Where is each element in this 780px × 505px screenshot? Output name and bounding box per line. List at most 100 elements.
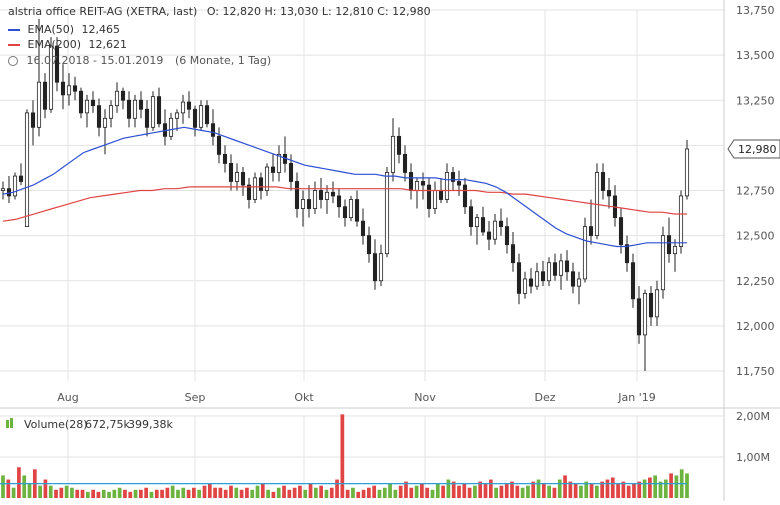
volume-bar [54,489,58,498]
volume-bar [520,487,525,498]
volume-bar [96,491,101,498]
volume-bar [541,483,546,498]
volume-bar [80,489,85,498]
candle-body [210,123,216,137]
candle-body [36,81,42,128]
last-price-label: 12,980 [738,143,777,156]
volume-bar [85,491,90,498]
candle-body [180,101,186,114]
volume-bar [610,477,615,498]
volume-bar [48,485,53,498]
volume-tick-label: 1,00M [736,451,770,464]
volume-bar [563,475,567,498]
volume-bar [526,485,530,498]
candle-body [414,181,420,191]
candle-body [420,181,426,186]
volume-bar [473,485,477,498]
candle-body [366,235,372,255]
candle-body [582,226,588,280]
ema200-swatch [8,44,20,46]
candle-body [150,96,156,128]
candle-body [528,278,534,287]
candle-body [684,148,690,197]
candle-body [462,184,468,208]
volume-bar [245,487,249,498]
candle-body [42,81,48,110]
volume-bar [356,491,361,498]
volume-bar [255,485,260,498]
volume-bar [579,485,583,498]
volume-bar [17,467,21,498]
volume-bar [70,487,74,498]
volume-bar [420,483,424,498]
candle-body [336,195,342,208]
candle-body [642,292,648,336]
ema200-value: 12,621 [88,38,128,51]
candle-body [306,199,312,209]
volume-bar [653,475,658,498]
candle-body [156,96,162,125]
volume-bar [435,483,440,498]
candle-body [444,172,450,200]
volume-bar [536,479,541,498]
volume-bar [531,481,536,498]
ohlc-readout: O: 12,820 H: 13,030 L: 12,810 C: 12,980 [206,5,431,18]
candle-body [402,153,408,173]
volume-bar [276,487,281,498]
date-tick-label: Okt [294,391,314,404]
candle-body [606,190,612,197]
candle-body [480,217,486,233]
candle-body [516,262,522,294]
ema50-value: 12,465 [81,23,121,36]
volume-value-2: 399,38k [128,418,173,431]
candle-body [258,177,264,191]
candle-body [240,172,246,186]
volume-bar [589,483,594,498]
volume-bar [393,489,398,498]
volume-bar [637,481,642,498]
volume-bar [213,487,217,498]
volume-bar [271,491,276,498]
candle-body [456,181,462,186]
candle-body [12,175,18,197]
volume-bar [133,489,138,498]
volume-bar [457,485,461,498]
volume-bar [139,489,143,498]
candle-body [186,101,192,110]
volume-bar [22,475,27,498]
volume-bar [181,487,186,498]
candle-body [168,117,174,137]
volume-bar [38,485,42,498]
candle-body [198,105,204,128]
volume-bar [43,479,48,498]
candle-body [600,172,606,191]
candle-body [294,181,300,209]
volume-value-1: 672,75k [85,418,130,431]
volume-bar [154,489,159,498]
candle-body [288,163,294,182]
volume-bar [107,491,111,498]
price-tick-label: 13,500 [736,49,775,62]
candle-body [0,188,6,191]
candle-body [246,184,252,200]
volume-bar [621,481,626,498]
date-tick-label: Dez [534,391,555,404]
date-tick-label: Aug [57,391,78,404]
volume-tick-label: 2,00M [736,410,770,423]
candle-body [342,206,348,218]
volume-legend-swatch [10,418,13,428]
price-tick-label: 12,750 [736,185,775,198]
volume-bar [239,489,244,498]
volume-bar [335,479,339,498]
candle-body [360,220,366,237]
price-tick-label: 13,250 [736,94,775,107]
candle-body [564,260,570,273]
volume-bar [75,489,80,498]
volume-bar [584,481,589,498]
volume-bar [11,487,16,498]
volume-bar [483,483,488,498]
candle-body [222,153,228,164]
candle-body [270,166,276,173]
volume-bar [499,485,504,498]
volume-bar [229,485,233,498]
